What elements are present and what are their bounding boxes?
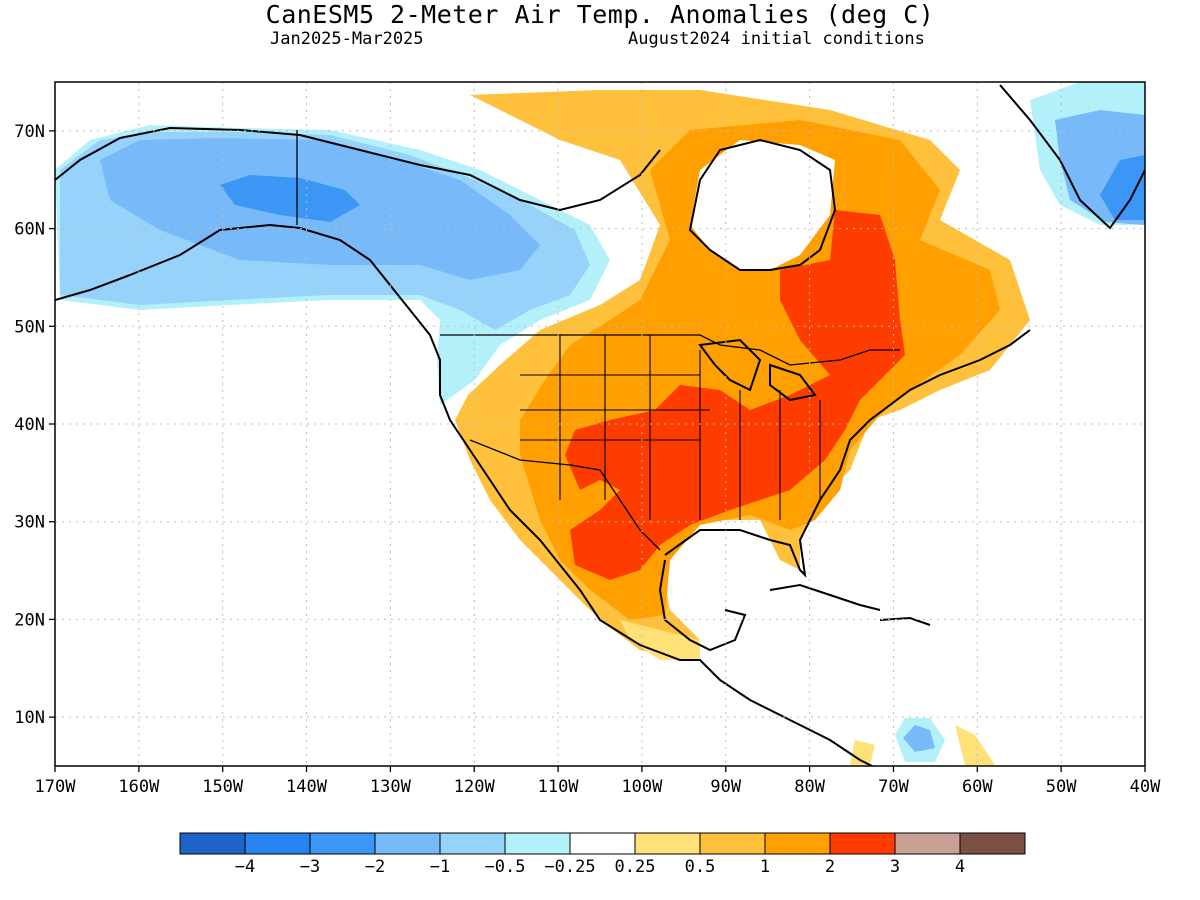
colorbar-swatch <box>634 832 701 855</box>
colorbar-swatch <box>764 832 831 855</box>
colorbar-label: −2 <box>365 857 385 877</box>
us-mexico-border <box>469 439 661 551</box>
lon-tick-label: 110W <box>538 777 580 797</box>
alaska-north-coast <box>55 126 661 212</box>
lon-tick-label: 70W <box>878 777 909 797</box>
colorbar-swatch <box>699 832 766 855</box>
colorbar-label: −1 <box>430 857 450 877</box>
colorbar: −4 −3 −2 −1 −0.5 −0.25 0.25 0.5 1 2 3 4 <box>179 832 1026 877</box>
map-title: CanESM5 2-Meter Air Temp. Anomalies (deg… <box>265 0 935 29</box>
cuba-coastline <box>769 583 881 611</box>
colorbar-label: −0.5 <box>485 857 526 877</box>
lon-tick-label: 120W <box>454 777 496 797</box>
state-borders <box>520 335 821 520</box>
hispaniola-coastline <box>879 616 931 626</box>
colorbar-swatch <box>179 832 246 855</box>
us-canada-border <box>440 334 900 366</box>
initial-conditions: August2024 initial conditions <box>628 29 925 49</box>
lon-tick-label: 160W <box>118 777 160 797</box>
great-lakes <box>698 338 817 402</box>
forecast-period: Jan2025-Mar2025 <box>270 29 424 49</box>
colorbar-swatch <box>244 832 311 855</box>
hudson-bay-coastline <box>688 138 837 271</box>
colorbar-label: 0.5 <box>685 857 716 877</box>
lon-tick-label: 80W <box>794 777 825 797</box>
colorbar-label: −0.25 <box>544 857 595 877</box>
colorbar-swatch <box>569 832 636 855</box>
lon-tick-label: 150W <box>202 777 244 797</box>
colorbar-swatch <box>959 832 1026 855</box>
colorbar-label: 3 <box>890 857 900 877</box>
lon-tick-label: 50W <box>1046 777 1077 797</box>
colorbar-label: 0.25 <box>615 857 656 877</box>
colorbar-label: 4 <box>955 857 965 877</box>
lat-tick-label: 30N <box>14 513 45 533</box>
latitude-axis: 10N 20N 30N 40N 50N 60N 70N <box>14 122 55 728</box>
greenland-coastline <box>999 84 1145 230</box>
gridlines <box>55 82 1145 766</box>
lat-tick-label: 20N <box>14 610 45 630</box>
lon-tick-label: 170W <box>35 777 77 797</box>
colorbar-label: −3 <box>300 857 320 877</box>
lon-tick-label: 130W <box>370 777 412 797</box>
colorbar-swatch <box>374 832 441 855</box>
lon-tick-label: 100W <box>621 777 663 797</box>
anomaly-region-0.25-0.5-mexico <box>620 620 700 660</box>
colorbar-swatch <box>894 832 961 855</box>
lon-tick-label: 90W <box>710 777 741 797</box>
lat-tick-label: 70N <box>14 122 45 142</box>
anomaly-region-cool-core <box>220 175 360 222</box>
north-america-coastline <box>55 223 875 766</box>
longitude-axis: 170W 160W 150W 140W 130W 120W 110W 100W 90W 80W 70… <box>35 766 1161 797</box>
lat-tick-label: 50N <box>14 317 45 337</box>
anomaly-region-0.25-0.5-colombia <box>850 740 875 765</box>
coastlines <box>55 84 1145 766</box>
lon-tick-label: 40W <box>1130 777 1161 797</box>
anomaly-region-caribbean-cool-dark <box>903 725 935 752</box>
colorbar-label: 1 <box>760 857 770 877</box>
anomaly-shading <box>55 82 1145 765</box>
gulf-of-mexico-coastline <box>658 329 1031 652</box>
lat-tick-label: 10N <box>14 708 45 728</box>
colorbar-swatch <box>439 832 506 855</box>
anomaly-region-greenland-cool-dark <box>1100 155 1145 220</box>
colorbar-swatch <box>504 832 571 855</box>
colorbar-label: −4 <box>235 857 255 877</box>
anomaly-region-0.25-0.5-south-america <box>955 725 995 765</box>
lon-tick-label: 140W <box>286 777 328 797</box>
colorbar-swatch <box>829 832 896 855</box>
colorbar-swatch <box>309 832 376 855</box>
lat-tick-label: 60N <box>14 220 45 240</box>
lat-tick-label: 40N <box>14 415 45 435</box>
colorbar-label: 2 <box>825 857 835 877</box>
lon-tick-label: 60W <box>962 777 993 797</box>
